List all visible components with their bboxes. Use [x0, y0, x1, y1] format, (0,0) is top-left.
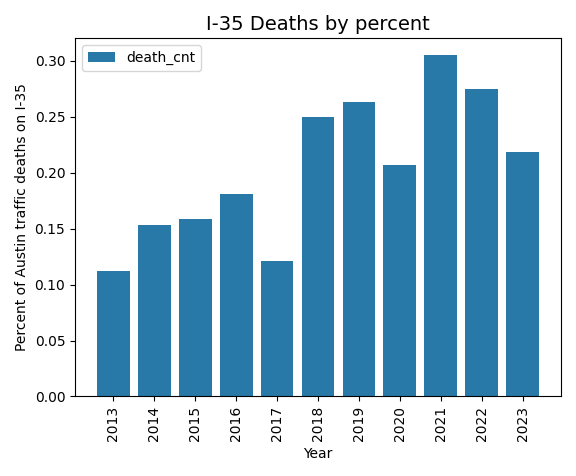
Bar — [220, 194, 252, 397]
Bar — [138, 225, 170, 397]
Bar — [465, 89, 498, 397]
X-axis label: Year: Year — [304, 447, 333, 461]
Y-axis label: Percent of Austin traffic deaths on I-35: Percent of Austin traffic deaths on I-35 — [15, 83, 29, 351]
Legend: death_cnt: death_cnt — [82, 45, 201, 70]
Title: I-35 Deaths by percent: I-35 Deaths by percent — [206, 15, 430, 34]
Bar — [506, 152, 539, 397]
Bar — [384, 165, 416, 397]
Bar — [179, 218, 211, 397]
Bar — [425, 55, 457, 397]
Bar — [343, 102, 376, 397]
Bar — [302, 117, 335, 397]
Bar — [97, 271, 130, 397]
Bar — [261, 261, 293, 397]
